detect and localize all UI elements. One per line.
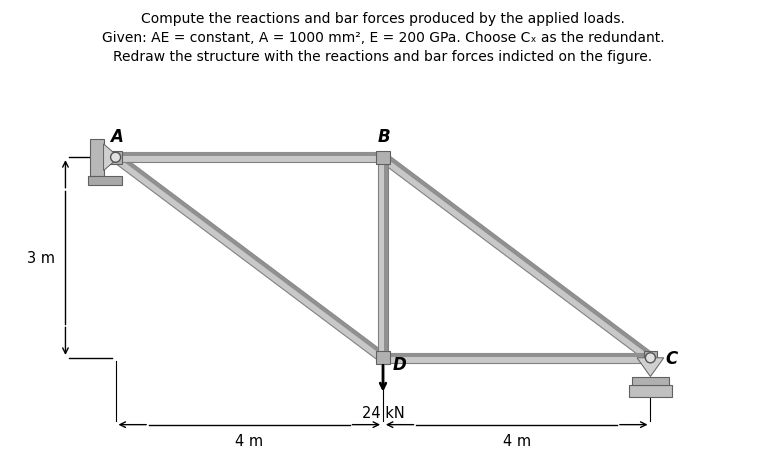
Polygon shape — [116, 153, 383, 157]
Text: Given: AE = constant, A = 1000 mm², E = 200 GPa. Choose Cₓ as the redundant.: Given: AE = constant, A = 1000 mm², E = … — [102, 31, 664, 45]
Polygon shape — [632, 377, 669, 385]
Polygon shape — [116, 153, 383, 163]
Text: 24 kN: 24 kN — [362, 405, 404, 420]
Polygon shape — [90, 139, 103, 177]
Polygon shape — [103, 145, 119, 171]
Polygon shape — [113, 154, 386, 362]
Polygon shape — [109, 151, 123, 165]
Text: Redraw the structure with the reactions and bar forces indicted on the figure.: Redraw the structure with the reactions … — [113, 50, 653, 64]
Text: C: C — [665, 349, 677, 367]
Polygon shape — [376, 351, 390, 365]
Polygon shape — [643, 351, 657, 365]
Polygon shape — [378, 158, 388, 358]
Text: 4 m: 4 m — [502, 433, 531, 448]
Polygon shape — [385, 158, 388, 358]
Polygon shape — [376, 151, 390, 165]
Polygon shape — [383, 353, 650, 357]
Polygon shape — [116, 154, 386, 357]
Polygon shape — [637, 358, 664, 377]
Text: 3 m: 3 m — [28, 250, 55, 266]
Text: D: D — [392, 356, 406, 373]
Polygon shape — [629, 385, 672, 397]
Text: B: B — [378, 128, 391, 146]
Text: 4 m: 4 m — [235, 433, 264, 448]
Polygon shape — [380, 154, 653, 362]
Text: A: A — [110, 128, 123, 146]
Polygon shape — [384, 154, 653, 357]
Circle shape — [646, 353, 656, 363]
Polygon shape — [87, 177, 123, 186]
Text: Compute the reactions and bar forces produced by the applied loads.: Compute the reactions and bar forces pro… — [141, 12, 625, 26]
Circle shape — [110, 153, 120, 163]
Polygon shape — [383, 353, 650, 363]
